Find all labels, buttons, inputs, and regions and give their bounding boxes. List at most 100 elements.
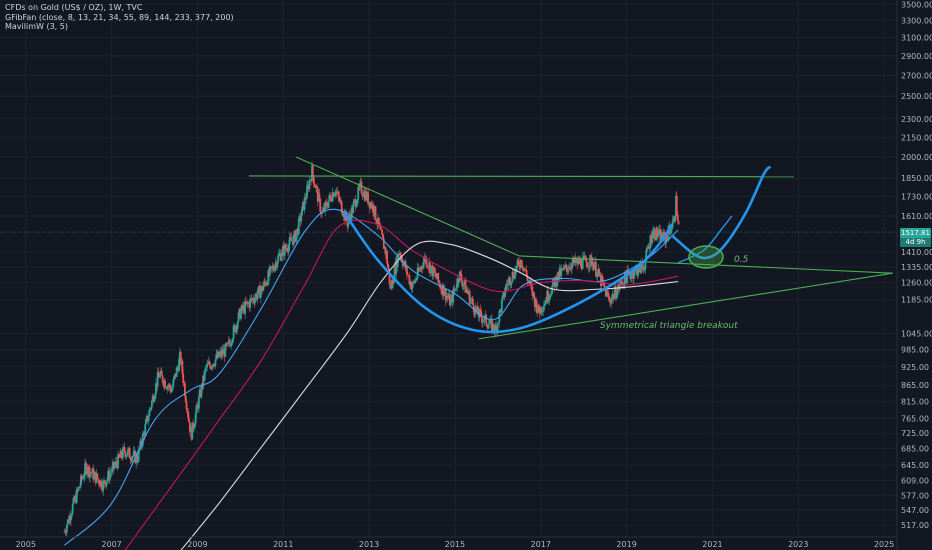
candle-body <box>303 197 306 210</box>
candle-body <box>186 409 189 412</box>
candle-body <box>159 374 162 378</box>
projection-curve-1[interactable] <box>342 210 673 334</box>
candle-body <box>415 277 418 280</box>
candle-body <box>384 246 387 255</box>
candle-body <box>382 238 385 249</box>
candle-body <box>406 274 409 275</box>
candle-body <box>457 281 460 283</box>
candle-body <box>414 279 417 283</box>
candle-body <box>203 370 206 381</box>
trendline-2[interactable] <box>295 156 520 257</box>
candle-body <box>651 231 654 239</box>
candle-body <box>78 487 81 488</box>
candle-body <box>136 461 139 463</box>
candle-body <box>367 192 370 205</box>
candle-body <box>470 299 473 301</box>
candle-body <box>472 298 474 305</box>
candle-body <box>540 306 543 313</box>
y-tick-label: 2150.00 <box>901 133 932 142</box>
candle-body <box>237 312 240 322</box>
candle-body <box>312 174 315 184</box>
projection-curve-3[interactable] <box>677 215 733 264</box>
highlight-ellipse[interactable] <box>688 245 724 269</box>
candle-body <box>494 324 497 333</box>
candle-body <box>495 324 497 327</box>
candle-body <box>89 472 91 478</box>
candle-body <box>257 287 260 295</box>
candle-body <box>185 402 188 410</box>
candle-body <box>156 372 159 387</box>
candle-body <box>79 475 82 486</box>
candle-body <box>360 181 363 193</box>
candle-body <box>148 409 151 417</box>
candle-body <box>401 256 403 262</box>
moving-averages <box>64 208 679 550</box>
candle-body <box>273 266 276 272</box>
candle-body <box>468 291 471 304</box>
trendline-4[interactable] <box>478 272 893 340</box>
candle-body <box>102 481 105 491</box>
candle-body <box>297 218 300 235</box>
candle-body <box>157 372 160 375</box>
candle-body <box>589 255 592 267</box>
candle-body <box>462 284 464 286</box>
candle-body <box>500 300 503 313</box>
candle-body <box>120 450 123 458</box>
candle-body <box>288 237 291 245</box>
y-tick-label: 1260.00 <box>901 279 932 288</box>
candle-body <box>574 257 577 263</box>
candle-body <box>661 232 663 239</box>
candle-body <box>334 193 336 195</box>
y-tick-label: 3300.00 <box>901 17 932 26</box>
indicator-mavilimw[interactable]: MavilimW (3, 5) <box>5 22 68 31</box>
candle-body <box>268 267 271 276</box>
candle-body <box>283 244 286 256</box>
candle-body <box>595 261 597 277</box>
candle-body <box>171 386 174 391</box>
drawings <box>248 156 893 340</box>
indicator-fibfan[interactable]: GFibFan (close, 8, 13, 21, 34, 55, 89, 1… <box>5 12 234 22</box>
candle-body <box>486 324 488 327</box>
y-tick-label: 2000.00 <box>901 153 932 162</box>
candle-body <box>188 421 191 432</box>
candle-body <box>356 199 359 205</box>
candle-body <box>529 281 532 285</box>
candle-body <box>276 262 279 268</box>
candle-body <box>551 285 554 294</box>
candle-body <box>372 203 374 213</box>
candle-body <box>606 290 609 293</box>
candle-body <box>442 284 445 296</box>
candle-body <box>399 252 402 257</box>
candle-body <box>667 226 670 240</box>
candle-body <box>387 263 389 268</box>
candle-body <box>232 325 235 339</box>
candle-body <box>609 298 611 303</box>
candle-body <box>98 479 100 485</box>
candle-body <box>295 234 298 242</box>
candle-body <box>455 288 458 290</box>
trendline-1[interactable] <box>248 175 794 178</box>
symbol-line[interactable]: CFDs on Gold (US$ / OZ), 1W, TVC <box>5 3 143 12</box>
candle-body <box>588 266 591 268</box>
candle-body <box>411 281 414 288</box>
candle-body <box>109 473 112 474</box>
trendline-3[interactable] <box>519 255 893 274</box>
candle-body <box>408 275 411 285</box>
candle-body <box>256 294 259 300</box>
candle-body <box>497 322 500 324</box>
candle-body <box>645 249 648 260</box>
candle-body <box>596 271 599 277</box>
candle-body <box>84 463 86 476</box>
candle-body <box>485 314 488 325</box>
price-axis[interactable]: 3500.00 3300.00 3100.00 2900.00 2700.00 2500.… <box>901 1 932 531</box>
candle-body <box>437 273 440 281</box>
time-axis[interactable]: 2005 2007 2009 2011 2013 2015 2017 2019 2021 2023… <box>16 540 895 549</box>
candle-body <box>562 266 565 271</box>
x-tick-label: 2009 <box>187 540 207 549</box>
candle-body <box>191 422 194 440</box>
candle-body <box>175 367 178 377</box>
candle-body <box>212 364 215 366</box>
y-tick-label: 3500.00 <box>901 1 932 10</box>
candle-body <box>330 196 332 201</box>
